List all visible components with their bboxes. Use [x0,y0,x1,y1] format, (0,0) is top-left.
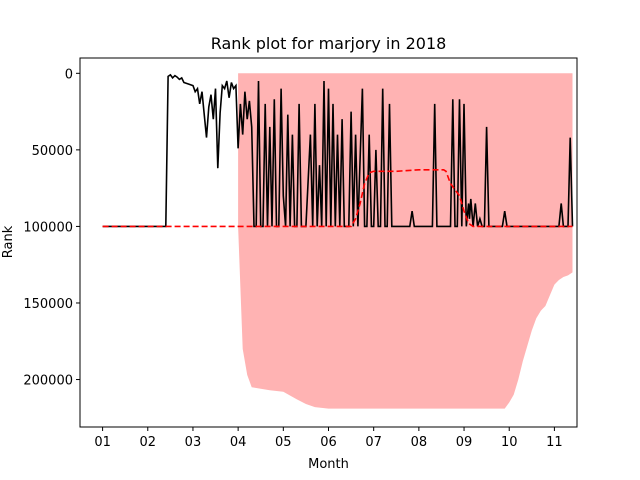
x-tick-label: 11 [546,435,563,450]
x-tick-label: 05 [275,435,292,450]
rank-range-band [238,73,573,409]
x-tick-label: 04 [230,435,247,450]
x-tick-label: 10 [501,435,518,450]
x-tick-label: 02 [139,435,156,450]
x-tick-label: 07 [365,435,382,450]
y-axis: 0 50000 100000 150000 200000 [23,67,80,389]
x-axis-label: Month [308,457,349,472]
y-tick-label: 150000 [23,297,73,312]
x-tick-label: 06 [320,435,337,450]
y-tick-label: 0 [65,67,73,82]
chart-title: Rank plot for marjory in 2018 [211,34,447,53]
x-tick-label: 08 [411,435,428,450]
y-tick-label: 50000 [32,144,73,159]
x-tick-label: 03 [185,435,202,450]
y-axis-label: Rank [1,225,16,258]
mean-rank-dashed-line [102,169,573,228]
y-tick-label: 100000 [23,220,73,235]
y-tick-label: 200000 [23,374,73,389]
x-axis: 01 02 03 04 05 06 07 08 09 10 11 [94,427,563,450]
x-tick-label: 09 [456,435,473,450]
x-tick-label: 01 [94,435,111,450]
